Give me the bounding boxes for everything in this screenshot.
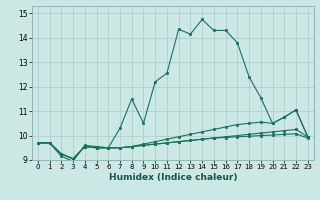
X-axis label: Humidex (Indice chaleur): Humidex (Indice chaleur)	[108, 173, 237, 182]
